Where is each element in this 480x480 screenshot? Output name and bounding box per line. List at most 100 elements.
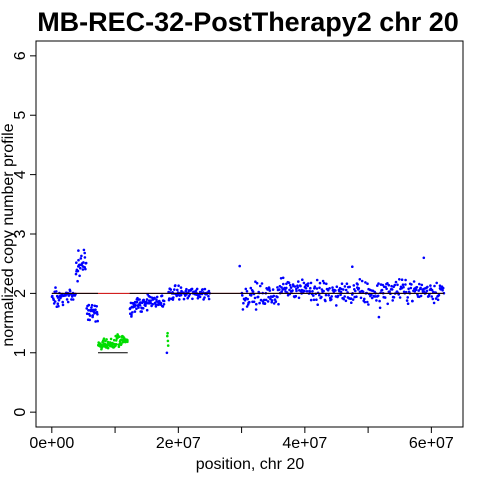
data-point bbox=[350, 301, 353, 305]
data-point bbox=[388, 290, 391, 293]
data-point bbox=[282, 282, 285, 286]
data-point bbox=[95, 305, 98, 308]
y-axis-label: normalized copy number profile bbox=[0, 123, 17, 346]
data-point bbox=[309, 286, 312, 290]
data-point bbox=[168, 297, 171, 300]
data-point bbox=[411, 299, 414, 303]
data-point bbox=[162, 299, 166, 303]
data-point bbox=[344, 288, 348, 292]
data-point bbox=[375, 299, 378, 302]
data-point bbox=[79, 266, 82, 270]
data-point bbox=[166, 334, 169, 338]
data-point bbox=[358, 278, 362, 281]
data-point bbox=[351, 298, 355, 301]
data-point bbox=[135, 307, 138, 311]
data-point bbox=[318, 286, 321, 290]
data-point bbox=[386, 282, 389, 285]
data-point bbox=[264, 298, 268, 302]
data-point bbox=[393, 283, 397, 287]
data-point bbox=[76, 279, 79, 283]
data-point bbox=[302, 281, 306, 285]
data-point bbox=[145, 300, 148, 304]
data-point bbox=[293, 285, 297, 288]
data-point bbox=[280, 290, 284, 294]
data-point bbox=[394, 280, 398, 284]
data-point bbox=[312, 298, 316, 302]
data-point bbox=[305, 290, 309, 293]
data-point bbox=[172, 296, 175, 299]
data-point bbox=[315, 287, 319, 290]
data-point bbox=[155, 298, 158, 301]
data-point bbox=[392, 296, 396, 299]
data-point bbox=[437, 293, 441, 297]
data-point bbox=[138, 298, 141, 301]
data-point bbox=[243, 299, 247, 302]
data-point bbox=[343, 285, 347, 288]
data-point bbox=[406, 296, 410, 299]
data-point bbox=[75, 261, 78, 265]
data-point bbox=[81, 268, 85, 271]
data-point bbox=[241, 294, 244, 297]
data-point bbox=[348, 285, 352, 289]
data-point bbox=[91, 314, 95, 317]
data-point bbox=[364, 281, 367, 284]
data-point bbox=[345, 282, 349, 286]
data-point bbox=[245, 290, 249, 293]
data-point bbox=[400, 278, 404, 282]
data-point bbox=[56, 296, 60, 299]
data-point bbox=[88, 318, 91, 322]
data-point bbox=[383, 296, 387, 299]
data-point bbox=[77, 249, 80, 252]
data-point bbox=[361, 290, 365, 294]
data-point bbox=[435, 281, 439, 285]
series-normal bbox=[50, 248, 446, 355]
data-point bbox=[320, 288, 324, 291]
data-point bbox=[301, 278, 304, 282]
data-point bbox=[80, 254, 83, 258]
data-point bbox=[380, 288, 384, 292]
data-point bbox=[291, 289, 294, 292]
data-point bbox=[135, 300, 139, 304]
data-point bbox=[426, 285, 429, 289]
data-point bbox=[84, 267, 87, 271]
data-point bbox=[324, 293, 328, 297]
data-point bbox=[366, 300, 369, 304]
data-point bbox=[196, 296, 200, 300]
data-point bbox=[363, 300, 367, 304]
data-point bbox=[412, 280, 416, 283]
data-point bbox=[398, 296, 402, 299]
data-point bbox=[155, 295, 159, 299]
data-point bbox=[318, 293, 321, 297]
y-tick-label: 3 bbox=[12, 229, 29, 238]
data-point bbox=[56, 302, 60, 306]
data-point bbox=[258, 301, 261, 305]
data-point bbox=[76, 269, 80, 273]
data-point bbox=[166, 344, 170, 347]
data-point bbox=[430, 288, 434, 292]
x-tick-label: 0e+00 bbox=[29, 435, 74, 452]
data-point bbox=[396, 283, 399, 287]
data-point bbox=[260, 282, 264, 285]
data-point bbox=[339, 290, 343, 294]
data-point bbox=[53, 300, 57, 303]
data-point bbox=[190, 287, 194, 291]
data-point bbox=[90, 303, 94, 307]
data-point bbox=[259, 284, 262, 288]
data-point bbox=[404, 290, 408, 294]
data-point bbox=[57, 304, 60, 308]
data-point bbox=[272, 294, 276, 298]
data-point bbox=[134, 303, 137, 307]
data-point bbox=[352, 284, 356, 287]
data-point bbox=[376, 294, 380, 298]
data-point bbox=[351, 265, 354, 269]
data-point bbox=[419, 294, 423, 298]
data-point bbox=[87, 309, 90, 312]
data-point bbox=[166, 339, 170, 343]
data-point bbox=[248, 300, 251, 304]
data-point bbox=[296, 286, 300, 289]
data-point bbox=[406, 302, 410, 306]
data-point bbox=[166, 331, 169, 335]
y-tick-label: 2 bbox=[12, 289, 29, 298]
data-point bbox=[306, 284, 310, 288]
data-point bbox=[415, 285, 419, 289]
